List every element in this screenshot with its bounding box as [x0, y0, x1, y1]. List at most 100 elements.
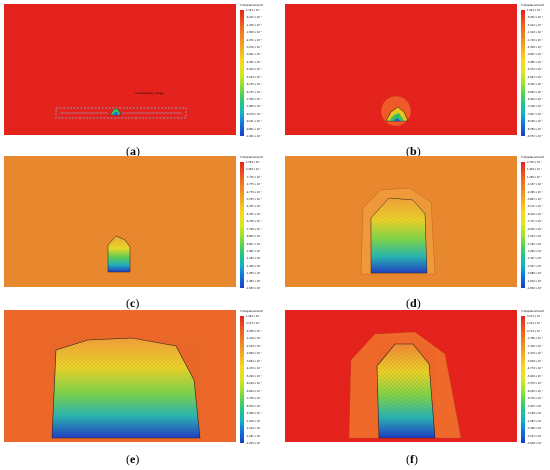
legend-tick-label: -5.840 x 10⁻¹ [527, 90, 543, 94]
legend-tick-label: -7.356 x 10⁻² [246, 97, 262, 101]
legend-tick-label: -2.479 x 10⁻¹ [527, 352, 543, 356]
legend-tick-label: -1.329 x 10⁻¹ [527, 344, 543, 348]
legend-tick-label: -1.182 x 10⁰ [246, 257, 261, 261]
legend-tick-label: -8.579 x 10⁻² [246, 112, 262, 116]
legend-tick-label: -1.263 x 10⁰ [246, 442, 261, 445]
contour-plot [4, 310, 236, 442]
legend-tick-label: -1.719 x 10⁻¹ [527, 38, 543, 42]
caption-b: (b) [406, 144, 421, 158]
legend-tick-label: -1.219 x 10⁻¹ [246, 337, 262, 341]
legend-tick-label: -5.952 x 10⁻³ [527, 16, 543, 20]
legend-tick-label: 3.271 x 10⁻¹ [527, 315, 543, 318]
boundary-box [55, 107, 187, 119]
legend-tick-label: -1.483 x 10⁰ [246, 279, 261, 283]
legend-tick-label: -3.664 x 10⁻¹ [246, 359, 262, 363]
legend-tick-label: -1.583 x 10⁰ [246, 287, 261, 290]
colorbar [521, 10, 525, 136]
legend-tick-label: 9.714 x 10⁻² [527, 329, 543, 333]
legend-tick-label: -6.135 x 10⁻² [246, 83, 262, 87]
legend-tick-label: -4.779 x 10⁻¹ [527, 367, 543, 371]
legend-title: Y-displacement [240, 3, 263, 7]
panel-c: Y-displacement 1.236 x 10⁻¹ 2.326 x 10⁻² -… [4, 155, 266, 316]
legend-tick-label: -9.379 x 10⁻¹ [527, 397, 543, 401]
colorbar [240, 316, 244, 443]
legend-tick-label: -1.283 x 10⁰ [527, 419, 542, 423]
contour-plot [4, 156, 236, 287]
legend-tick-label: -2.897 x 10⁻¹ [527, 53, 543, 57]
legend-tick-label: -3.691 x 10⁻² [246, 53, 262, 57]
contour-plot [285, 310, 517, 442]
boundary-label: no boundary range [135, 91, 164, 95]
legend-tick-label: -5.252 x 10⁻¹ [527, 83, 543, 87]
legend-tick-label: -8.196 x 10⁻¹ [527, 120, 543, 124]
caption-d: (d) [406, 296, 421, 310]
legend-tick-label: -1.859 x 10⁻² [246, 31, 262, 35]
caption-a: (a) [126, 144, 140, 158]
legend-tick-label: -6.795 x 10⁻¹ [246, 220, 262, 224]
legend-tick-label: -9.373 x 10⁻¹ [527, 135, 543, 138]
legend-tick-label: -1.557 x 10⁰ [527, 264, 542, 268]
legend-tick-label: -7.715 x 10⁻² [246, 175, 262, 179]
legend-tick-label: -1.041 x 10⁻¹ [246, 135, 262, 138]
legend-tick-label: -2.471 x 10⁻² [246, 38, 262, 42]
legend-tick-label: -6.429 x 10⁻¹ [527, 97, 543, 101]
legend-tick-label: -2.495 x 10⁻¹ [527, 190, 543, 194]
legend-tick-label: -5.791 x 10⁻¹ [246, 212, 262, 216]
legend-tick-label: -6.924 x 10⁻¹ [246, 389, 262, 393]
legend-tick-label: -4.074 x 10⁻¹ [527, 68, 543, 72]
panel-e: Y-displacement 1.226 x 10⁻¹ 4.113 x 10⁻² -… [4, 309, 266, 470]
legend-title: Y-displacement [521, 3, 544, 7]
legend-tick-label: 1.301 x 10⁻² [527, 9, 543, 12]
legend-tick-label: -8.554 x 10⁻¹ [246, 404, 262, 408]
legend-tick-label: -1.245 x 10⁻² [246, 23, 262, 27]
legend-tick-label: -7.607 x 10⁻¹ [527, 112, 543, 116]
colorbar [240, 10, 244, 136]
legend-title: Y-displacement [521, 309, 544, 313]
legend-tick-label: -6.747 x 10⁻² [246, 90, 262, 94]
legend-tick-label: -6.109 x 10⁻¹ [246, 382, 262, 386]
legend-tick-label: -1.165 x 10⁰ [527, 242, 542, 246]
legend-tick-label: -1.819 x 10⁰ [527, 279, 542, 283]
legend-tick-label: -1.181 x 10⁰ [246, 434, 261, 438]
legend-tick-label: -1.129 x 10⁻¹ [527, 31, 543, 35]
legend-tick-label: -1.081 x 10⁰ [246, 249, 261, 253]
panel-b: Y-displacement 1.301 x 10⁻² -5.952 x 10⁻³… [285, 3, 547, 164]
legend-tick-label: -2.849 x 10⁻¹ [246, 352, 262, 356]
legend-tick-label: -2.779 x 10⁻¹ [246, 190, 262, 194]
colorbar [240, 162, 244, 288]
legend-tick-label: -9.369 x 10⁻¹ [246, 412, 262, 416]
legend-tick-label: -3.485 x 10⁻¹ [527, 60, 543, 64]
legend-tick-label: -7.739 x 10⁻¹ [246, 397, 262, 401]
colorbar [521, 162, 525, 288]
legend-tick-label: 2.736 x 10⁻¹ [527, 161, 543, 164]
legend-tick-label: -1.034 x 10⁰ [527, 235, 542, 239]
legend-tick-label: -5.412 x 10⁻² [527, 23, 543, 27]
legend-tick-label: -9.807 x 10⁻¹ [246, 242, 262, 246]
panel-d: Y-displacement 2.736 x 10⁻¹ 1.428 x 10⁻¹ 1… [285, 155, 547, 316]
legend-tick-label: 1.206 x 10⁻² [527, 175, 543, 179]
contour-plot [285, 4, 517, 135]
panel-f: Y-displacement 3.271 x 10⁻¹ 2.121 x 10⁻¹ 9… [285, 309, 547, 470]
legend-title: Y-displacement [521, 155, 544, 159]
legend-tick-label: -4.663 x 10⁻¹ [527, 75, 543, 79]
legend-tick-label: -1.018 x 10⁰ [246, 419, 261, 423]
legend-tick-label: -1.282 x 10⁰ [246, 264, 261, 268]
legend-tick-label: -8.229 x 10⁻¹ [527, 389, 543, 393]
legend-tick-label: -4.787 x 10⁻¹ [246, 205, 262, 209]
legend-tick-label: -4.913 x 10⁻² [246, 68, 262, 72]
contour-plot [4, 4, 236, 135]
legend-tick-label: -3.783 x 10⁻¹ [246, 198, 262, 202]
legend-tick-label: -5.111 x 10⁻¹ [527, 205, 543, 209]
legend-tick-label: -7.799 x 10⁻¹ [246, 227, 262, 231]
legend-tick-label: -1.688 x 10⁰ [527, 272, 542, 276]
legend-tick-label: -1.053 x 10⁰ [527, 404, 542, 408]
caption-c: (c) [126, 296, 140, 310]
legend-tick-label: -6.427 x 10⁻³ [246, 16, 262, 20]
legend-tick-label: -5.294 x 10⁻¹ [246, 374, 262, 378]
colorbar [521, 316, 525, 443]
legend-tick-label: -7.018 x 10⁻¹ [527, 105, 543, 109]
legend-tick-label: -7.079 x 10⁻¹ [527, 382, 543, 386]
legend-tick-label: -2.308 x 10⁻¹ [527, 46, 543, 50]
legend-tick-label: -6.419 x 10⁻¹ [527, 212, 543, 216]
legend-tick-label: -8.784 x 10⁻¹ [527, 127, 543, 131]
